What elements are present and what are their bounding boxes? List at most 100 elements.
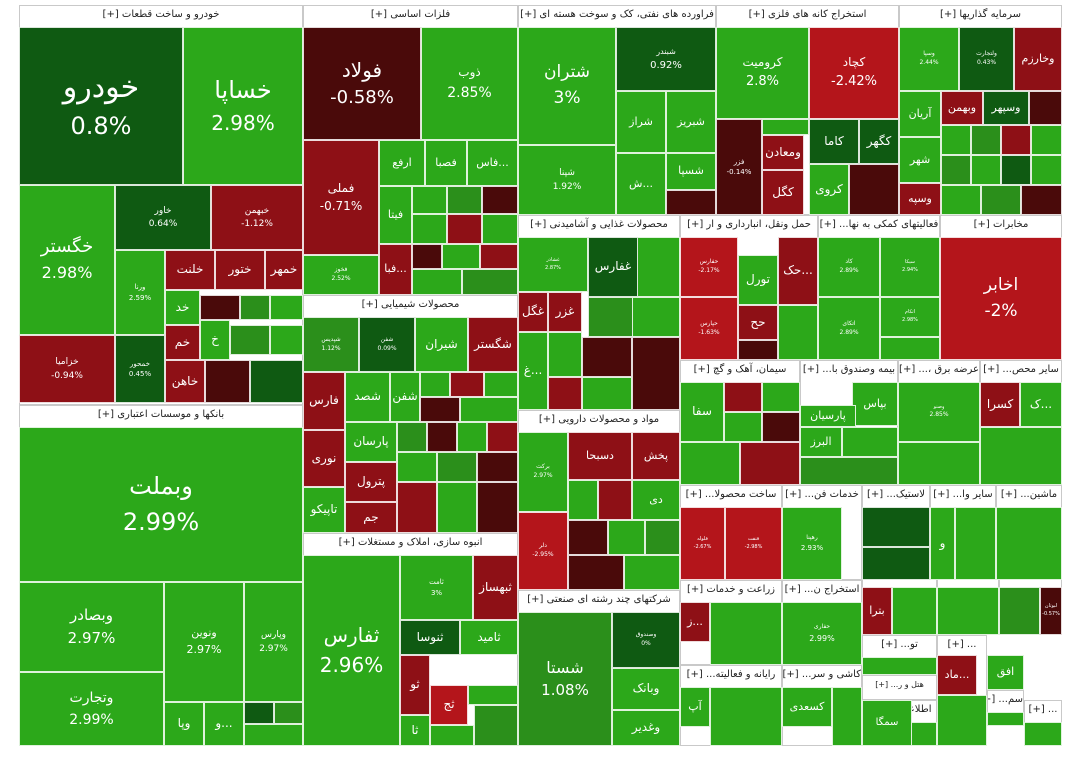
- stock-tile[interactable]: کگل: [762, 170, 804, 215]
- minor-stock-tile[interactable]: [460, 397, 518, 422]
- sector-header[interactable]: تو... [+]: [863, 636, 936, 654]
- minor-stock-tile[interactable]: [477, 482, 518, 533]
- stock-tile[interactable]: حپارس -1.63%: [680, 297, 738, 360]
- minor-stock-tile[interactable]: [484, 372, 518, 397]
- stock-tile[interactable]: دی: [632, 480, 680, 520]
- stock-tile[interactable]: شهر: [899, 137, 941, 183]
- stock-tile[interactable]: ک...: [1020, 382, 1062, 427]
- stock-tile[interactable]: پارسیان: [800, 405, 856, 427]
- stock-tile[interactable]: حفارس -2.17%: [680, 237, 738, 297]
- minor-stock-tile[interactable]: [724, 412, 762, 442]
- minor-stock-tile[interactable]: [447, 186, 482, 214]
- stock-tile[interactable]: فلوله -2.67%: [680, 507, 725, 580]
- minor-stock-tile[interactable]: [1029, 91, 1062, 125]
- stock-tile[interactable]: و...: [204, 702, 244, 746]
- minor-stock-tile[interactable]: [1031, 125, 1062, 155]
- stock-tile[interactable]: شگستر: [468, 317, 518, 372]
- stock-tile[interactable]: خلنت: [165, 250, 215, 290]
- stock-tile[interactable]: افق: [987, 655, 1024, 690]
- minor-stock-tile[interactable]: [862, 547, 930, 580]
- stock-tile[interactable]: شفن: [390, 372, 420, 422]
- minor-stock-tile[interactable]: [420, 372, 450, 397]
- stock-tile[interactable]: سفا: [680, 382, 724, 442]
- minor-stock-tile[interactable]: [981, 185, 1021, 215]
- minor-stock-tile[interactable]: [474, 705, 518, 746]
- stock-tile[interactable]: وپارس 2.97%: [244, 582, 303, 702]
- minor-stock-tile[interactable]: [462, 269, 518, 295]
- minor-stock-tile[interactable]: [397, 452, 437, 482]
- sector-header[interactable]: مواد و محصولات دارویی [+]: [519, 411, 679, 429]
- minor-stock-tile[interactable]: [632, 337, 680, 410]
- minor-stock-tile[interactable]: [447, 214, 482, 244]
- minor-stock-tile[interactable]: [548, 332, 582, 377]
- sector-header[interactable]: محصولات غذایی و آشامیدنی [+]: [519, 216, 679, 234]
- minor-stock-tile[interactable]: [666, 190, 716, 215]
- stock-tile[interactable]: غفارس: [588, 237, 638, 297]
- stock-tile[interactable]: وبملت 2.99%: [19, 427, 303, 582]
- stock-tile[interactable]: خزامیا -0.94%: [19, 335, 115, 403]
- stock-tile[interactable]: خساپا 2.98%: [183, 27, 303, 185]
- minor-stock-tile[interactable]: [1031, 155, 1062, 185]
- stock-tile[interactable]: اخابر -2%: [940, 237, 1062, 360]
- stock-tile[interactable]: شبریز: [666, 91, 716, 153]
- stock-tile[interactable]: فیتا: [379, 186, 412, 244]
- minor-stock-tile[interactable]: [624, 555, 680, 590]
- minor-stock-tile[interactable]: [244, 702, 274, 724]
- stock-tile[interactable]: اتکام 2.98%: [880, 297, 940, 337]
- sector-header[interactable]: مخابرات [+]: [941, 216, 1061, 234]
- stock-tile[interactable]: بپاس: [852, 382, 898, 426]
- stock-tile[interactable]: آپ: [680, 687, 710, 727]
- minor-stock-tile[interactable]: [738, 340, 778, 360]
- sector-header[interactable]: سیمان، آهک و گچ [+]: [681, 361, 799, 379]
- stock-tile[interactable]: ثبهساز: [473, 555, 518, 620]
- stock-tile[interactable]: ثامید: [460, 620, 518, 655]
- minor-stock-tile[interactable]: [680, 442, 740, 485]
- stock-tile[interactable]: برکت 2.97%: [518, 432, 568, 512]
- minor-stock-tile[interactable]: [1021, 185, 1062, 215]
- stock-tile[interactable]: شصد: [345, 372, 390, 422]
- minor-stock-tile[interactable]: [762, 119, 809, 135]
- stock-tile[interactable]: ومعادن: [762, 135, 804, 170]
- stock-tile[interactable]: رهپنا 2.93%: [782, 507, 842, 580]
- sector-header[interactable]: ماشین... [+]: [997, 486, 1061, 504]
- stock-tile[interactable]: غگل: [518, 292, 548, 332]
- stock-tile[interactable]: فزر -0.14%: [716, 119, 762, 215]
- minor-stock-tile[interactable]: [450, 372, 484, 397]
- sector-header[interactable]: عرضه برق ،... [+]: [899, 361, 979, 379]
- minor-stock-tile[interactable]: [645, 520, 680, 555]
- stock-tile[interactable]: شپنا 1.92%: [518, 145, 616, 215]
- stock-tile[interactable]: کگهر: [859, 119, 899, 164]
- minor-stock-tile[interactable]: [427, 422, 457, 452]
- stock-tile[interactable]: شستا 1.08%: [518, 612, 612, 746]
- stock-tile[interactable]: وخارزم: [1014, 27, 1062, 91]
- sector-header[interactable]: لاستیک... [+]: [863, 486, 929, 504]
- stock-tile[interactable]: سیکا 2.94%: [880, 237, 940, 297]
- stock-tile[interactable]: دسبحا: [568, 432, 632, 480]
- stock-tile[interactable]: دلر -2.95%: [518, 512, 568, 590]
- minor-stock-tile[interactable]: [937, 695, 987, 746]
- stock-tile[interactable]: ثفارس 2.96%: [303, 555, 400, 746]
- stock-tile[interactable]: ثامت 3%: [400, 555, 473, 620]
- minor-stock-tile[interactable]: [230, 325, 270, 355]
- stock-tile[interactable]: شبندر 0.92%: [616, 27, 716, 91]
- minor-stock-tile[interactable]: [200, 295, 240, 320]
- stock-tile[interactable]: خ: [200, 320, 230, 360]
- sector-header[interactable]: سایر وا... [+]: [931, 486, 995, 504]
- minor-stock-tile[interactable]: [568, 480, 598, 520]
- minor-stock-tile[interactable]: [568, 555, 624, 590]
- minor-stock-tile[interactable]: [898, 442, 980, 485]
- minor-stock-tile[interactable]: [842, 427, 898, 457]
- stock-tile[interactable]: تورل: [738, 255, 778, 305]
- sector-header[interactable]: فعالیتهای کمکی به نها... [+]: [819, 216, 939, 234]
- sector-header[interactable]: محصولات شیمیایی [+]: [304, 296, 517, 314]
- minor-stock-tile[interactable]: [710, 602, 782, 665]
- minor-stock-tile[interactable]: [487, 422, 518, 452]
- stock-tile[interactable]: ز...: [680, 602, 710, 642]
- sector-header[interactable]: استخراج کانه های فلزی [+]: [717, 6, 898, 24]
- sector-header[interactable]: سم... [+]: [988, 691, 1023, 709]
- stock-tile[interactable]: فملی -0.71%: [303, 140, 379, 255]
- sector-header[interactable]: رایانه و فعالیته... [+]: [681, 666, 781, 684]
- minor-stock-tile[interactable]: [442, 244, 480, 269]
- minor-stock-tile[interactable]: [457, 422, 487, 452]
- stock-tile[interactable]: خم: [165, 325, 200, 360]
